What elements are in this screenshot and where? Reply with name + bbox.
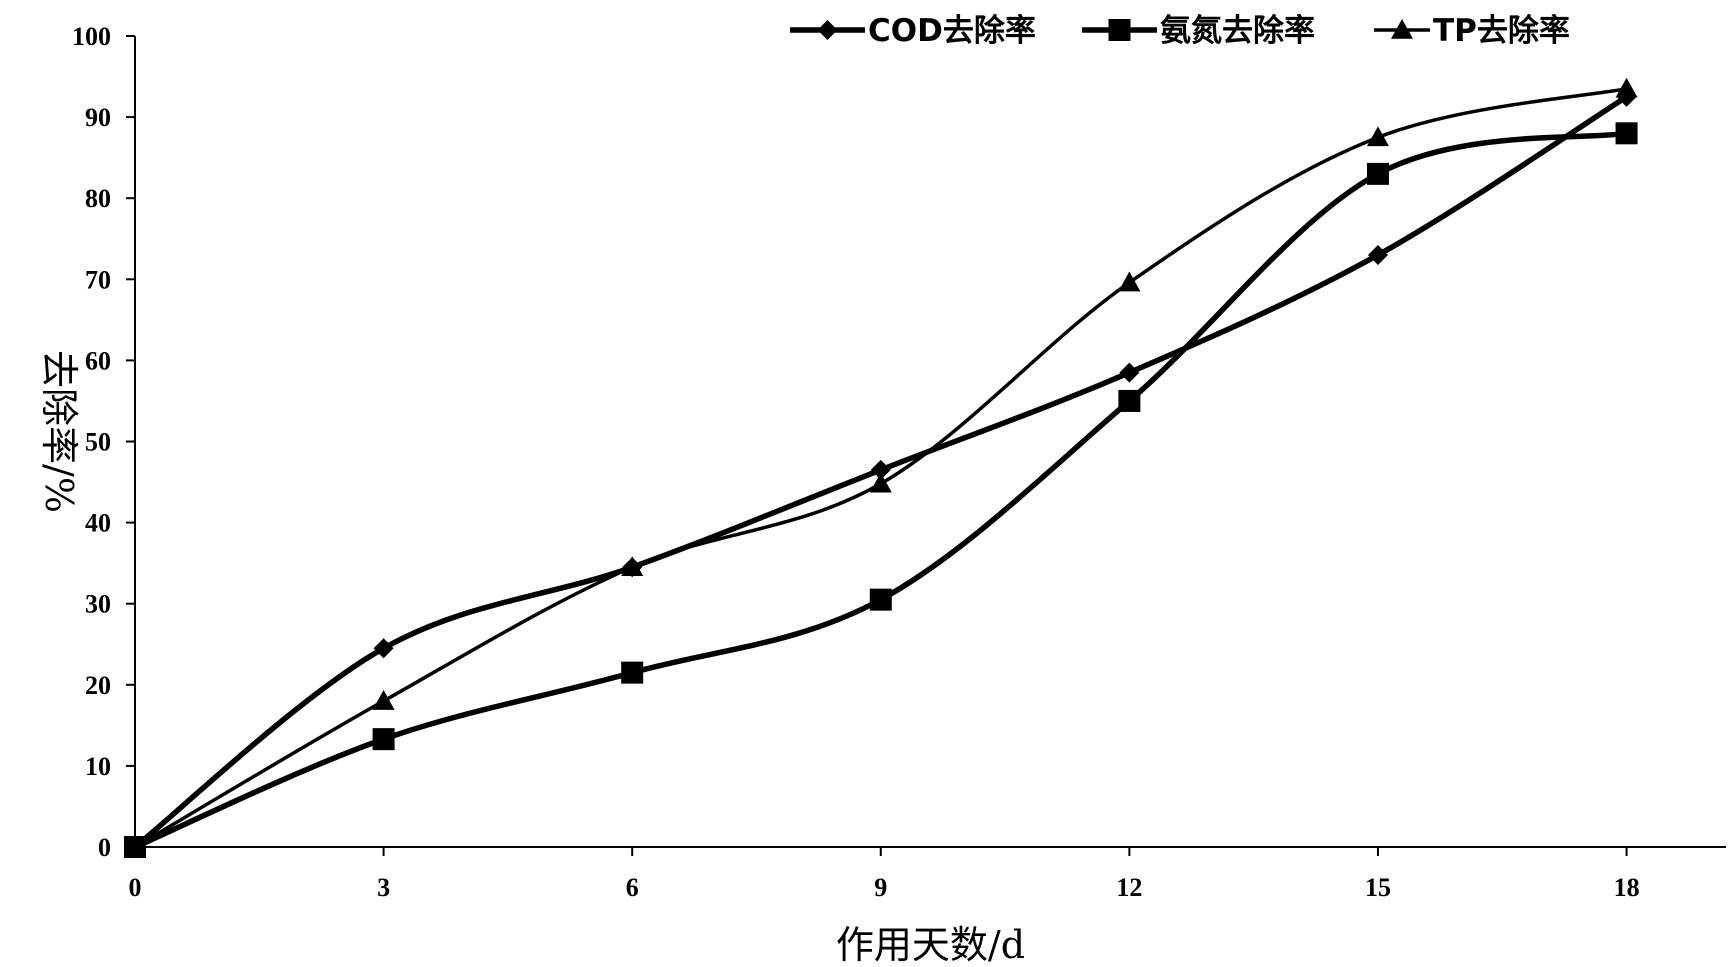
legend-item-tp: TP去除率 (1374, 13, 1570, 49)
data-point-ammonia (372, 728, 395, 751)
y-tick-label: 30 (85, 590, 111, 619)
series-layer (124, 77, 1638, 858)
data-point-tp (1615, 77, 1638, 98)
data-point-tp (1366, 126, 1389, 147)
legend-marker (1108, 19, 1131, 41)
tick-labels: 0 10 20 30 40 50 60 70 80 90 100 0 3 6 9 12 15 18 (72, 22, 1640, 902)
y-tick-label: 80 (85, 184, 111, 213)
series-ammonia (124, 122, 1638, 858)
axes (126, 35, 1726, 856)
x-axis-title: 作用天数/d (836, 923, 1025, 967)
legend-marker (1391, 19, 1413, 39)
legend-label: 氨氮去除率 (1160, 13, 1315, 49)
y-axis-title: 去除率/% (37, 350, 81, 513)
y-tick-label: 90 (85, 103, 111, 132)
y-tick-label: 10 (85, 752, 111, 781)
data-point-ammonia (869, 588, 892, 611)
data-point-tp (124, 836, 146, 856)
legend-label: TP去除率 (1433, 13, 1570, 49)
data-point-ammonia (1118, 389, 1141, 412)
legend-label: COD去除率 (868, 13, 1036, 49)
x-tick-label: 15 (1365, 873, 1391, 902)
data-point-tp (372, 690, 395, 710)
y-tick-label: 60 (85, 346, 111, 375)
data-point-ammonia (1366, 162, 1389, 185)
y-tick-label: 70 (85, 265, 111, 294)
series-tp (124, 77, 1638, 856)
y-tick-label: 50 (85, 428, 111, 457)
legend-marker (817, 20, 838, 40)
y-tick-label: 100 (72, 22, 111, 51)
data-point-tp (1118, 271, 1141, 292)
data-point-cod (373, 638, 394, 659)
y-tick-label: 40 (85, 509, 111, 538)
x-tick-label: 18 (1614, 873, 1640, 902)
data-point-tp (869, 472, 892, 493)
series-cod (125, 86, 1637, 857)
data-point-cod (870, 459, 891, 480)
legend-item-ammonia: 氨氮去除率 (1082, 13, 1315, 49)
data-point-ammonia (1615, 122, 1638, 145)
y-tick-label: 0 (98, 833, 111, 862)
data-point-cod (1119, 362, 1140, 383)
data-point-tp (621, 556, 644, 577)
y-tick-label: 20 (85, 671, 111, 700)
data-point-ammonia (621, 661, 644, 684)
legend-item-cod: COD去除率 (790, 13, 1036, 49)
x-tick-label: 0 (129, 873, 142, 902)
data-point-cod (1367, 244, 1388, 265)
x-tick-label: 6 (626, 873, 639, 902)
x-tick-label: 12 (1116, 873, 1142, 902)
x-tick-label: 9 (874, 873, 887, 902)
x-tick-label: 3 (377, 873, 390, 902)
legend: COD去除率 氨氮去除率 TP去除率 (790, 13, 1570, 49)
